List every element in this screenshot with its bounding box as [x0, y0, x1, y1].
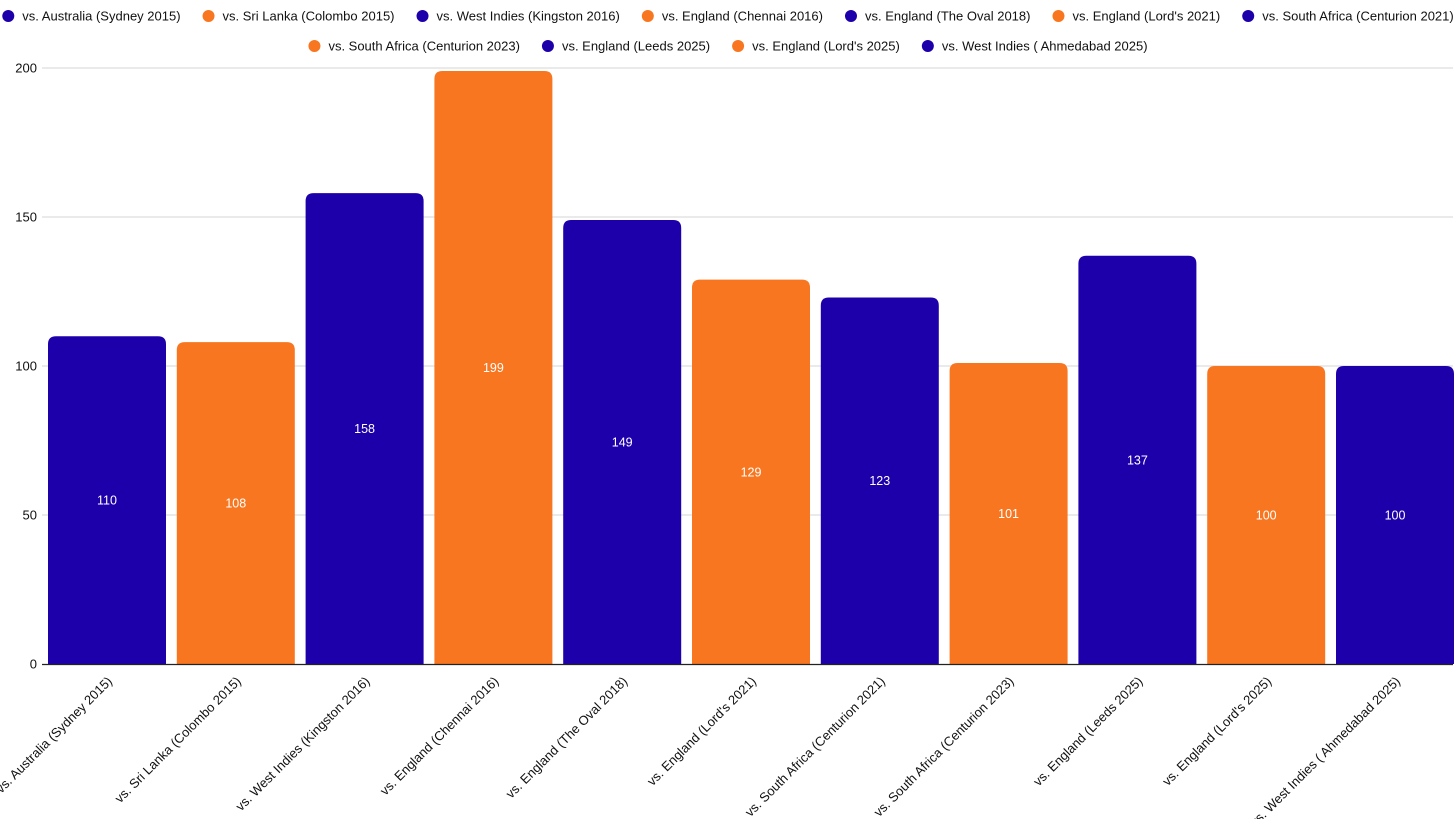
legend-swatch-icon: [2, 10, 15, 22]
bar-value-label: 129: [741, 465, 762, 479]
legend-label: vs. South Africa (Centurion 2021): [1262, 9, 1454, 24]
y-tick-label: 0: [30, 657, 37, 672]
legend-item[interactable]: vs. England (Lord's 2021): [1052, 9, 1220, 24]
legend-label: vs. England (Leeds 2025): [562, 39, 710, 54]
bar-10[interactable]: [1207, 366, 1326, 664]
y-tick-label: 100: [15, 359, 37, 374]
bar-value-label: 100: [1256, 509, 1277, 523]
legend-swatch-icon: [541, 40, 554, 52]
legend-item[interactable]: vs. West Indies ( Ahmedabad 2025): [921, 39, 1148, 54]
legend: vs. Australia (Sydney 2015) vs. Sri Lanka…: [2, 9, 1454, 54]
legend-item[interactable]: vs. England (Chennai 2016): [641, 9, 823, 24]
bar-value-label: 199: [483, 361, 504, 375]
legend-item[interactable]: vs. England (Lord's 2025): [732, 39, 900, 54]
y-axis: 0 50 100 150 200: [15, 61, 37, 672]
legend-swatch-icon: [1052, 10, 1065, 22]
bar-6[interactable]: [692, 279, 810, 664]
legend-label: vs. West Indies ( Ahmedabad 2025): [942, 39, 1148, 54]
bar-value-label: 149: [612, 435, 633, 449]
legend-item[interactable]: vs. England (The Oval 2018): [844, 9, 1030, 24]
legend-label: vs. England (Lord's 2021): [1072, 9, 1220, 24]
bar-value-label: 137: [1127, 453, 1148, 467]
legend-item[interactable]: vs. Sri Lanka (Colombo 2015): [202, 9, 395, 24]
bar-11[interactable]: [1336, 366, 1454, 664]
x-tick-label: vs. Sri Lanka (Colombo 2015): [112, 674, 244, 806]
bars: [48, 70, 1454, 665]
legend-label: vs. Australia (Sydney 2015): [22, 9, 180, 24]
legend-label: vs. England (The Oval 2018): [865, 9, 1030, 24]
bar-value-label: 108: [225, 497, 246, 511]
legend-swatch-icon: [1242, 10, 1255, 22]
bar-value-label: 123: [869, 474, 890, 488]
bar-value-label: 110: [97, 494, 117, 508]
value-labels: 110 108 158 199 149 129 123 101 137 100 100: [97, 361, 1405, 523]
legend-swatch-icon: [641, 10, 654, 22]
x-tick-label: vs. England (Leeds 2025): [1030, 674, 1145, 789]
x-axis: vs. Australia (Sydney 2015)vs. Sri Lanka…: [0, 663, 1453, 824]
legend-item[interactable]: vs. South Africa (Centurion 2021): [1242, 9, 1454, 24]
y-tick-label: 200: [15, 61, 37, 76]
x-tick-label: vs. England (Lord's 2025): [1159, 674, 1274, 789]
legend-label: vs. Sri Lanka (Colombo 2015): [223, 9, 395, 24]
legend-swatch-icon: [921, 40, 934, 52]
legend-item[interactable]: vs. South Africa (Centurion 2023): [308, 39, 520, 54]
bar-8[interactable]: [949, 363, 1068, 664]
x-tick-label: vs. West Indies ( Ahmedabad 2025): [1247, 674, 1403, 819]
legend-label: vs. England (Lord's 2025): [752, 39, 900, 54]
bar-value-label: 100: [1385, 509, 1406, 523]
bar-3[interactable]: [305, 193, 424, 664]
legend-swatch-icon: [202, 10, 215, 22]
y-tick-label: 50: [23, 508, 37, 523]
legend-item[interactable]: vs. England (Leeds 2025): [541, 39, 710, 54]
x-tick-label: vs. South Africa (Centurion 2023): [871, 674, 1017, 819]
x-tick-label: vs. England (The Oval 2018): [503, 674, 631, 802]
bar-value-label: 158: [354, 422, 375, 436]
legend-swatch-icon: [844, 10, 857, 22]
bar-4[interactable]: [434, 70, 553, 665]
legend-label: vs. England (Chennai 2016): [662, 9, 823, 24]
x-tick-label: vs. Australia (Sydney 2015): [0, 674, 115, 797]
y-tick-label: 150: [15, 210, 37, 225]
bar-9[interactable]: [1078, 255, 1197, 665]
bar-1[interactable]: [48, 336, 166, 664]
legend-swatch-icon: [416, 10, 429, 22]
legend-item[interactable]: vs. Australia (Sydney 2015): [2, 9, 181, 24]
legend-label: vs. South Africa (Centurion 2023): [328, 39, 520, 54]
x-tick-label: vs. West Indies (Kingston 2016): [233, 674, 373, 814]
bar-2[interactable]: [176, 342, 295, 664]
x-tick-label: vs. England (Chennai 2016): [377, 674, 502, 799]
legend-item[interactable]: vs. West Indies (Kingston 2016): [416, 9, 620, 24]
legend-swatch-icon: [732, 40, 745, 52]
x-tick-label: vs. England (Lord's 2021): [644, 674, 759, 789]
legend-label: vs. West Indies (Kingston 2016): [437, 9, 620, 24]
legend-swatch-icon: [308, 40, 321, 52]
bar-5[interactable]: [563, 219, 682, 665]
x-tick-label: vs. South Africa (Centurion 2021): [742, 674, 888, 819]
bar-value-label: 101: [998, 507, 1019, 521]
bar-7[interactable]: [820, 297, 939, 664]
